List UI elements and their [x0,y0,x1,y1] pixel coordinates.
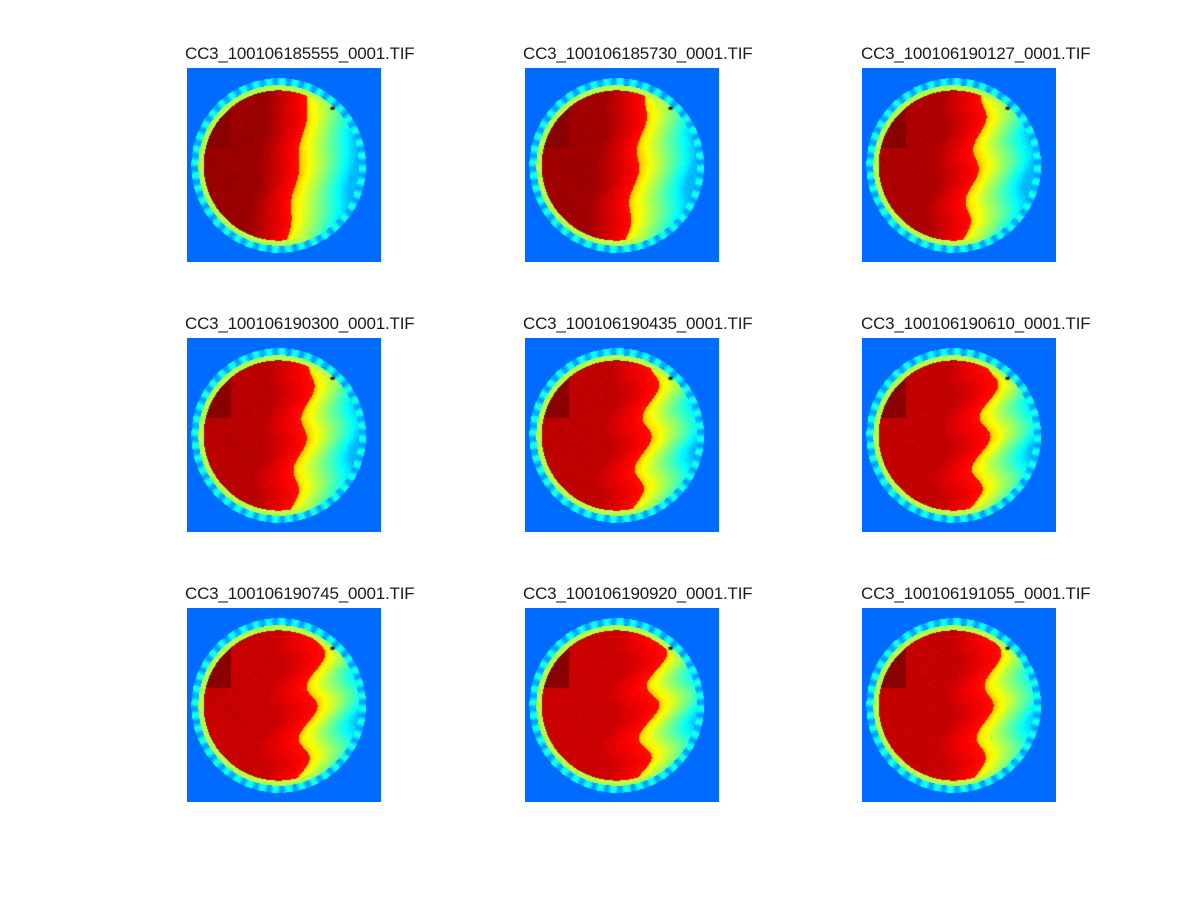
panel-title: CC3_100106185730_0001.TIF [523,44,753,63]
panel-title: CC3_100106190127_0001.TIF [861,44,1091,63]
panel-title: CC3_100106190920_0001.TIF [523,584,753,603]
panel-title: CC3_100106185555_0001.TIF [185,44,415,63]
sky-image [862,608,1056,802]
sky-image [187,338,381,532]
panel-title: CC3_100106190745_0001.TIF [185,584,415,603]
sky-image [187,608,381,802]
panel-title: CC3_100106190435_0001.TIF [523,314,753,333]
panel-title: CC3_100106191055_0001.TIF [861,584,1091,603]
sky-image [525,68,719,262]
panel-title: CC3_100106190300_0001.TIF [185,314,415,333]
sky-image [525,608,719,802]
sky-image [525,338,719,532]
panel-title: CC3_100106190610_0001.TIF [861,314,1091,333]
sky-image [862,68,1056,262]
sky-image [862,338,1056,532]
sky-image [187,68,381,262]
